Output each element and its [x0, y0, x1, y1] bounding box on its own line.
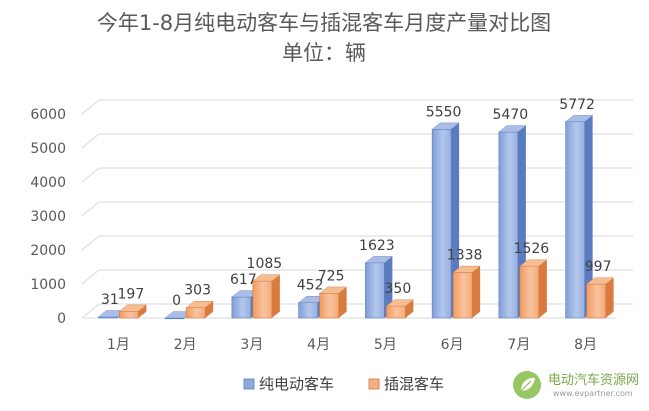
data-label: 303 [184, 283, 211, 299]
watermark: 电动汽车资源网 www.evpartner.com [513, 371, 639, 399]
bar-phev-7 [519, 259, 548, 319]
x-tick-label: 6月 [441, 337, 464, 353]
legend-label: 插混客车 [384, 375, 444, 393]
data-label: 1338 [447, 248, 483, 264]
chart-title: 今年1-8月纯电动客车与插混客车月度产量对比图 [97, 11, 551, 35]
bar-bev-5 [364, 256, 393, 319]
watermark-name: 电动汽车资源网 [548, 372, 639, 388]
legend: 纯电动客车 插混客车 [243, 375, 444, 393]
y-tick-label: 2000 [30, 243, 66, 259]
data-label: 350 [385, 281, 412, 297]
x-tick-label: 2月 [174, 337, 197, 353]
y-tick-label: 0 [57, 311, 66, 327]
x-tick-label: 8月 [574, 337, 597, 353]
data-label: 5550 [426, 104, 462, 120]
y-tick-label: 5000 [30, 141, 66, 157]
bar-phev-1 [118, 304, 147, 319]
legend-swatch [368, 378, 380, 390]
data-label: 1085 [247, 256, 283, 272]
bar-phev-2 [185, 301, 214, 319]
bar-phev-6 [452, 265, 481, 319]
bar-bev-4 [298, 296, 327, 319]
bar-bev-8 [565, 115, 594, 319]
data-label: 1526 [514, 241, 550, 257]
y-tick-label: 3000 [30, 209, 66, 225]
grid-depth-line [81, 167, 100, 183]
x-tick-label: 7月 [507, 337, 530, 353]
data-label: 5470 [493, 107, 529, 123]
bar-phev-3 [252, 274, 281, 319]
data-label: 617 [230, 272, 257, 288]
grid-depth-line [81, 303, 100, 319]
bars-group [97, 115, 615, 320]
bar-phev-4 [319, 286, 348, 319]
x-tick-label: 3月 [240, 337, 263, 353]
y-tick-label: 1000 [30, 277, 66, 293]
y-tick-label: 4000 [30, 175, 66, 191]
data-label: 1623 [359, 238, 395, 254]
data-label: 197 [118, 286, 145, 302]
bar-phev-8 [586, 277, 615, 319]
y-axis-ticks: 0 1000 2000 3000 4000 5000 6000 [30, 107, 66, 327]
x-axis-ticks: 1月 2月 3月 4月 5月 6月 7月 8月 [107, 337, 597, 353]
grid-depth-line [81, 133, 100, 149]
grid-lines [81, 99, 633, 319]
grid-depth-line [81, 269, 100, 285]
legend-swatch [243, 378, 255, 390]
leaf-logo-icon [513, 371, 541, 399]
data-label: 5772 [559, 97, 595, 113]
watermark-url: www.evpartner.com [553, 389, 633, 398]
data-label: 725 [318, 268, 345, 284]
bar-bev-2 [164, 311, 193, 320]
grid-depth-line [81, 235, 100, 251]
grid-depth-line [81, 201, 100, 217]
y-tick-label: 6000 [30, 107, 66, 123]
data-label: 0 [172, 293, 181, 309]
legend-label: 纯电动客车 [259, 375, 334, 393]
bar-phev-5 [385, 299, 414, 319]
chart-subtitle: 单位：辆 [282, 41, 366, 65]
x-tick-label: 5月 [374, 337, 397, 353]
data-label: 452 [297, 278, 324, 294]
x-tick-label: 1月 [107, 337, 130, 353]
data-label: 997 [585, 259, 612, 275]
grid-depth-line [81, 99, 100, 115]
data-label: 31 [101, 292, 119, 308]
x-tick-label: 4月 [307, 337, 330, 353]
